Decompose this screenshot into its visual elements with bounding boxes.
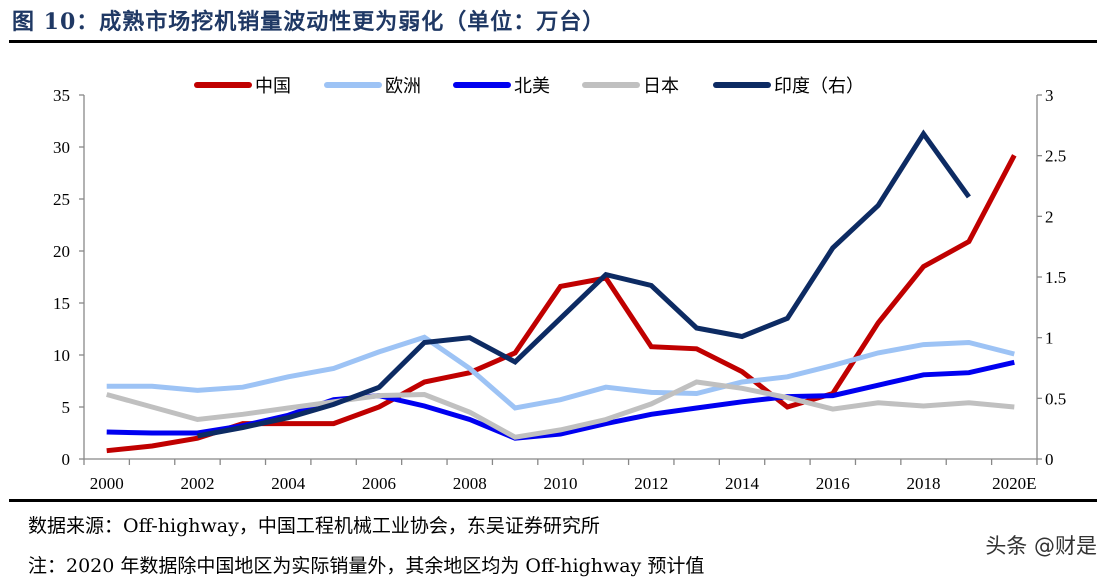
x-tick-label: 2010 bbox=[544, 474, 578, 493]
footnote: 注：2020 年数据除中国地区为实际销量外，其余地区均为 Off-highway… bbox=[28, 555, 705, 577]
x-tick-label: 2014 bbox=[725, 474, 760, 493]
y2-tick-label: 0.5 bbox=[1045, 389, 1066, 408]
legend-label: 日本 bbox=[643, 76, 679, 97]
x-tick-label: 2002 bbox=[180, 474, 214, 493]
source-note: 数据来源：Off-highway，中国工程机械工业协会，东吴证券研究所 bbox=[28, 515, 600, 537]
bottom-rule bbox=[9, 499, 1097, 502]
y-tick-label: 20 bbox=[53, 242, 70, 261]
x-tick-label: 2004 bbox=[271, 474, 306, 493]
y2-tick-label: 3 bbox=[1045, 86, 1054, 105]
y-tick-label: 0 bbox=[62, 450, 71, 469]
x-tick-label: 2012 bbox=[634, 474, 668, 493]
y2-tick-label: 1.5 bbox=[1045, 268, 1066, 287]
y2-tick-label: 0 bbox=[1045, 450, 1054, 469]
x-tick-label: 2006 bbox=[362, 474, 396, 493]
watermark: 头条 @财是 bbox=[985, 534, 1097, 558]
series-line-4 bbox=[197, 129, 971, 439]
y2-tick-label: 2 bbox=[1045, 207, 1054, 226]
chart-title: 图 10：成熟市场挖机销量波动性更为弱化（单位：万台） bbox=[12, 9, 606, 35]
x-tick-label: 2008 bbox=[453, 474, 487, 493]
y-tick-label: 5 bbox=[62, 398, 71, 417]
x-tick-label: 2018 bbox=[907, 474, 941, 493]
y-tick-label: 35 bbox=[53, 86, 70, 105]
x-tick-label: 2000 bbox=[90, 474, 124, 493]
y2-tick-label: 2.5 bbox=[1045, 147, 1066, 166]
line-chart: 0 5 10 15 20 25 30 35 0 0.5 1 1.5 2 2.5 3 2000 2002 2004 2… bbox=[53, 76, 1066, 493]
legend-label: 印度（右） bbox=[774, 76, 864, 97]
legend-label: 中国 bbox=[255, 76, 291, 97]
y-tick-label: 25 bbox=[53, 190, 70, 209]
y-tick-label: 30 bbox=[53, 138, 70, 157]
series-line-1 bbox=[106, 334, 1015, 411]
y2-tick-label: 1 bbox=[1045, 329, 1054, 348]
series-line-0 bbox=[106, 154, 1017, 454]
legend-label: 欧洲 bbox=[385, 76, 421, 97]
y-tick-label: 15 bbox=[53, 294, 70, 313]
top-rule bbox=[9, 40, 1097, 43]
x-tick-label: 2016 bbox=[816, 474, 850, 493]
x-tick-label: 2020E bbox=[992, 474, 1036, 493]
legend-label: 北美 bbox=[514, 76, 550, 97]
y-tick-label: 10 bbox=[53, 346, 70, 365]
